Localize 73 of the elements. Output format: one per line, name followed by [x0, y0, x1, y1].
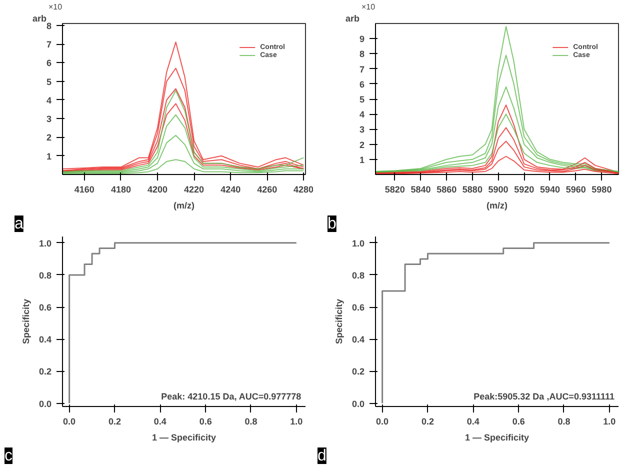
x-tick-label: 0.6 [512, 416, 525, 426]
annotation: Peak: 4210.15 Da, AUC=0.977778 [161, 391, 302, 402]
x-tick-label: 4220 [184, 184, 204, 194]
y-axis-title: Specificity [20, 298, 31, 344]
y-tick-label: 0.6 [38, 302, 52, 313]
text: a [14, 216, 24, 232]
x-tick-label: 1.0 [603, 416, 616, 426]
y-tick-label: 1 [46, 151, 52, 162]
y-tick-label: 0.2 [352, 366, 365, 377]
y-axis-title: arb [32, 14, 48, 24]
text: c [4, 448, 12, 464]
x-tick-label: 5940 [540, 184, 560, 194]
y-axis-title: Specificity [334, 298, 344, 344]
x-axis-title: (m/z) [486, 200, 508, 210]
y-tick-label: 5 [359, 94, 365, 104]
x-tick-label: 4240 [220, 184, 241, 194]
y-tick-label: 0.0 [352, 398, 365, 409]
x-tick-label: 5960 [566, 184, 586, 194]
y-tick-label: 4 [359, 110, 365, 120]
y-tick-label: 0.4 [352, 334, 365, 345]
y-tick-label: 1 [359, 154, 365, 165]
x-axis-title: (m/z) [174, 200, 194, 210]
x-tick-label: 0.6 [199, 416, 212, 426]
text: ×10 [362, 2, 376, 12]
x-tick-label: 0.8 [244, 416, 258, 426]
y-tick-label: 4 [46, 95, 52, 106]
x-tick-label: 5900 [488, 184, 508, 194]
y-tick-label: 5 [46, 76, 52, 87]
text: ×10 [48, 2, 63, 12]
x-tick-label: 0.4 [466, 416, 480, 426]
y-tick-label: 0.8 [38, 270, 52, 280]
y-tick-label: 0.6 [352, 302, 365, 313]
y-tick-label: 1.0 [38, 238, 52, 248]
x-axis-title: 1 — Specificity [152, 432, 216, 442]
y-tick-label: 3 [46, 114, 52, 124]
y-tick-label: 0.4 [38, 334, 52, 345]
x-tick-label: 4280 [293, 184, 314, 194]
y-tick-label: 8 [359, 49, 365, 60]
y-tick-label: 3 [359, 124, 365, 135]
y-tick-label: 6 [46, 58, 52, 68]
text: d [318, 448, 326, 464]
text: b [328, 216, 336, 232]
x-tick-label: 1.0 [290, 416, 303, 426]
y-tick-label: 0.2 [38, 366, 52, 377]
x-tick-label: 0.2 [108, 416, 121, 426]
x-tick-label: 0.4 [154, 416, 166, 426]
x-tick-label: 5920 [514, 184, 534, 194]
x-axis-title: 1 — Specificity [464, 432, 530, 442]
y-tick-label: 2 [359, 140, 365, 150]
x-tick-label: 5880 [462, 184, 482, 194]
x-tick-label: 5860 [436, 184, 457, 194]
y-tick-label: 8 [46, 20, 52, 31]
x-tick-label: 0.0 [376, 416, 389, 426]
annotation: Peak:5905.32 Da ,AUC=0.9311111 [474, 391, 615, 402]
y-tick-label: 9 [359, 34, 365, 44]
y-tick-label: 1.0 [352, 238, 365, 248]
y-tick-label: 6 [359, 79, 365, 90]
x-tick-label: 0.2 [421, 416, 434, 426]
y-tick-label: 0.0 [38, 398, 52, 409]
y-tick-label: 7 [359, 64, 365, 74]
x-tick-label: 0.0 [63, 416, 76, 426]
y-tick-label: 7 [46, 40, 52, 50]
x-tick-label: 5980 [592, 184, 612, 194]
x-tick-label: 4160 [74, 184, 94, 194]
x-tick-label: 4200 [147, 184, 168, 194]
x-tick-label: 5820 [384, 184, 405, 194]
x-tick-label: 4180 [110, 184, 131, 194]
x-tick-label: 0.8 [558, 416, 570, 426]
y-tick-label: 0.8 [352, 270, 365, 280]
x-tick-label: 4260 [257, 184, 278, 194]
y-axis-title: arb [346, 14, 360, 24]
x-tick-label: 5840 [410, 184, 431, 194]
y-tick-label: 2 [46, 132, 52, 143]
